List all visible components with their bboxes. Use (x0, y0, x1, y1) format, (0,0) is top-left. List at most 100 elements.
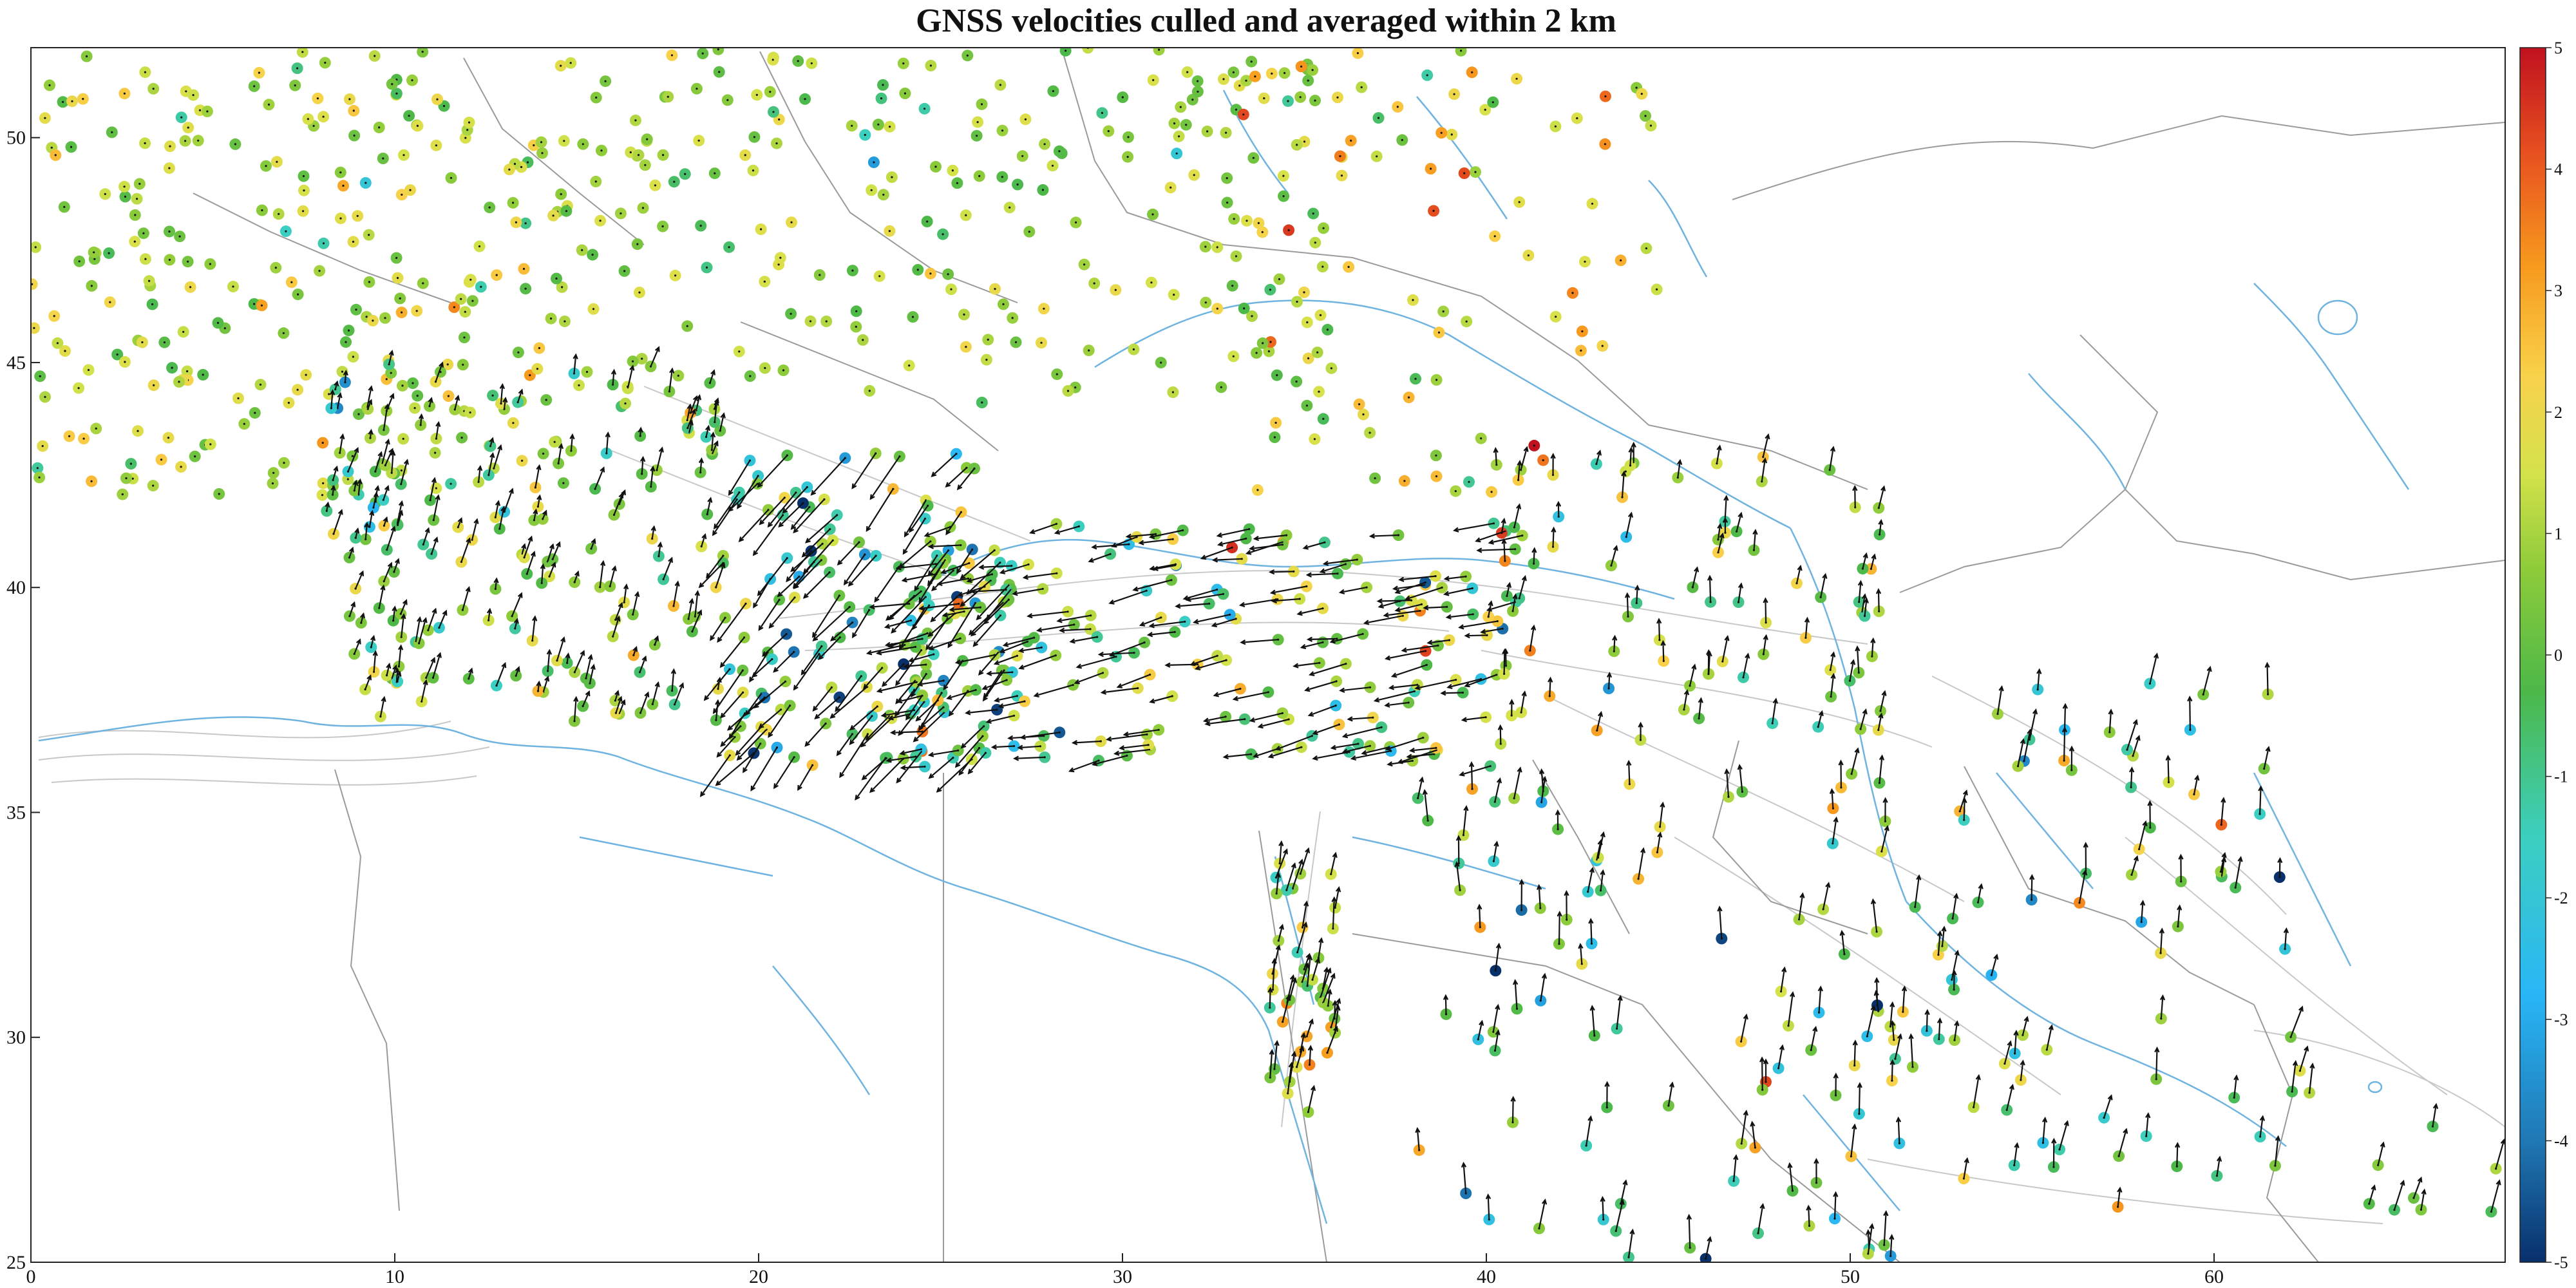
velocity-arrow (2221, 798, 2224, 825)
velocity-arrow-head (1752, 529, 1758, 535)
velocity-arrow-head (1388, 685, 1395, 690)
velocity-arrow-head (736, 755, 743, 761)
velocity-arrow (1540, 974, 1546, 1001)
velocity-arrow-head (849, 724, 855, 731)
station-center (624, 402, 627, 405)
velocity-arrow (900, 748, 922, 755)
velocity-arrow (2130, 768, 2133, 788)
velocity-arrow (330, 390, 334, 408)
velocity-arrow (978, 651, 999, 675)
velocity-arrow (920, 603, 959, 610)
velocity-arrow (1348, 717, 1373, 720)
velocity-arrow (395, 669, 399, 683)
station-center (564, 320, 566, 323)
velocity-arrow-head (1629, 1228, 1635, 1235)
velocity-arrow (1625, 513, 1633, 538)
station-center (1360, 86, 1363, 89)
velocity-arrow-head (1937, 930, 1943, 936)
velocity-arrow-head (914, 585, 920, 592)
velocity-arrow (966, 708, 998, 714)
station-center (409, 189, 412, 191)
velocity-arrow-head (573, 696, 579, 703)
station-center (911, 316, 914, 318)
velocity-arrow (1659, 802, 1664, 828)
velocity-arrow (366, 386, 372, 408)
velocity-arrow (1494, 1030, 1499, 1051)
velocity-arrow-head (1878, 518, 1884, 526)
velocity-arrow-head (2283, 927, 2289, 934)
velocity-arrow-head (1149, 698, 1155, 704)
velocity-arrow (1963, 799, 1965, 820)
station-center (777, 263, 780, 266)
velocity-arrow (943, 660, 963, 690)
station-center (790, 312, 792, 315)
station-center (163, 341, 166, 344)
station-center (521, 459, 524, 462)
velocity-arrow (1139, 538, 1173, 544)
station-center (148, 279, 151, 282)
velocity-arrow-head (1238, 601, 1245, 607)
velocity-arrow-head (713, 440, 719, 447)
velocity-arrow (1891, 1061, 1893, 1081)
velocity-arrow-head (1551, 526, 1557, 533)
station-center (1014, 341, 1018, 344)
station-center (1287, 229, 1290, 231)
velocity-arrow-head (1613, 545, 1618, 551)
velocity-arrow (706, 498, 712, 515)
velocity-arrow-head (1376, 598, 1383, 604)
plot-frame (30, 47, 2506, 1263)
velocity-arrow-head (866, 650, 873, 656)
velocity-arrow-head (1536, 884, 1542, 891)
velocity-arrow (357, 480, 361, 495)
velocity-arrow (573, 354, 577, 374)
velocity-arrow (1322, 974, 1335, 1003)
velocity-arrow-head (1838, 759, 1844, 766)
velocity-arrow (1396, 603, 1422, 612)
velocity-arrow (711, 433, 714, 450)
velocity-arrow (960, 549, 995, 580)
velocity-arrow (438, 611, 447, 629)
velocity-arrow-head (1765, 433, 1770, 440)
velocity-arrow (383, 486, 389, 500)
velocity-arrow-head (674, 580, 680, 587)
velocity-arrow (1953, 1021, 1958, 1041)
station-center (641, 357, 643, 360)
station-center (1238, 84, 1241, 87)
velocity-arrow (920, 706, 944, 728)
velocity-arrow (531, 616, 536, 641)
velocity-arrow-head (536, 680, 542, 687)
velocity-arrow-head (697, 609, 703, 616)
station-center (644, 164, 647, 166)
station-center (54, 154, 57, 156)
velocity-arrow-head (1200, 554, 1207, 560)
velocity-arrow-head (1638, 721, 1643, 728)
velocity-arrow-head (355, 638, 361, 645)
velocity-arrow (793, 562, 815, 588)
station-center (1515, 77, 1518, 80)
velocity-arrow-head (1818, 710, 1824, 717)
velocity-arrow-head (972, 641, 979, 647)
velocity-arrow (728, 697, 765, 730)
station-center (684, 173, 687, 175)
velocity-arrow (779, 502, 804, 527)
station-center (1493, 235, 1496, 238)
station-center (216, 321, 220, 324)
velocity-arrow-head (1555, 500, 1562, 507)
station-center (202, 374, 204, 376)
velocity-arrow-head (431, 477, 437, 484)
velocity-arrow-head (1056, 618, 1063, 623)
velocity-arrow-head (1285, 994, 1291, 1001)
velocity-arrow-head (1857, 1082, 1862, 1088)
velocity-arrow (1889, 1235, 1893, 1256)
velocity-arrow-head (960, 743, 967, 749)
station-center (1437, 331, 1441, 334)
station-center (1021, 155, 1024, 157)
velocity-arrow-head (1189, 661, 1196, 667)
velocity-arrow-head (716, 752, 722, 758)
station-center (1216, 246, 1218, 249)
velocity-arrow-head (1253, 535, 1260, 542)
velocity-arrow (418, 618, 427, 644)
station-center (82, 437, 85, 440)
station-center (1492, 101, 1494, 104)
velocity-arrow (791, 543, 823, 572)
